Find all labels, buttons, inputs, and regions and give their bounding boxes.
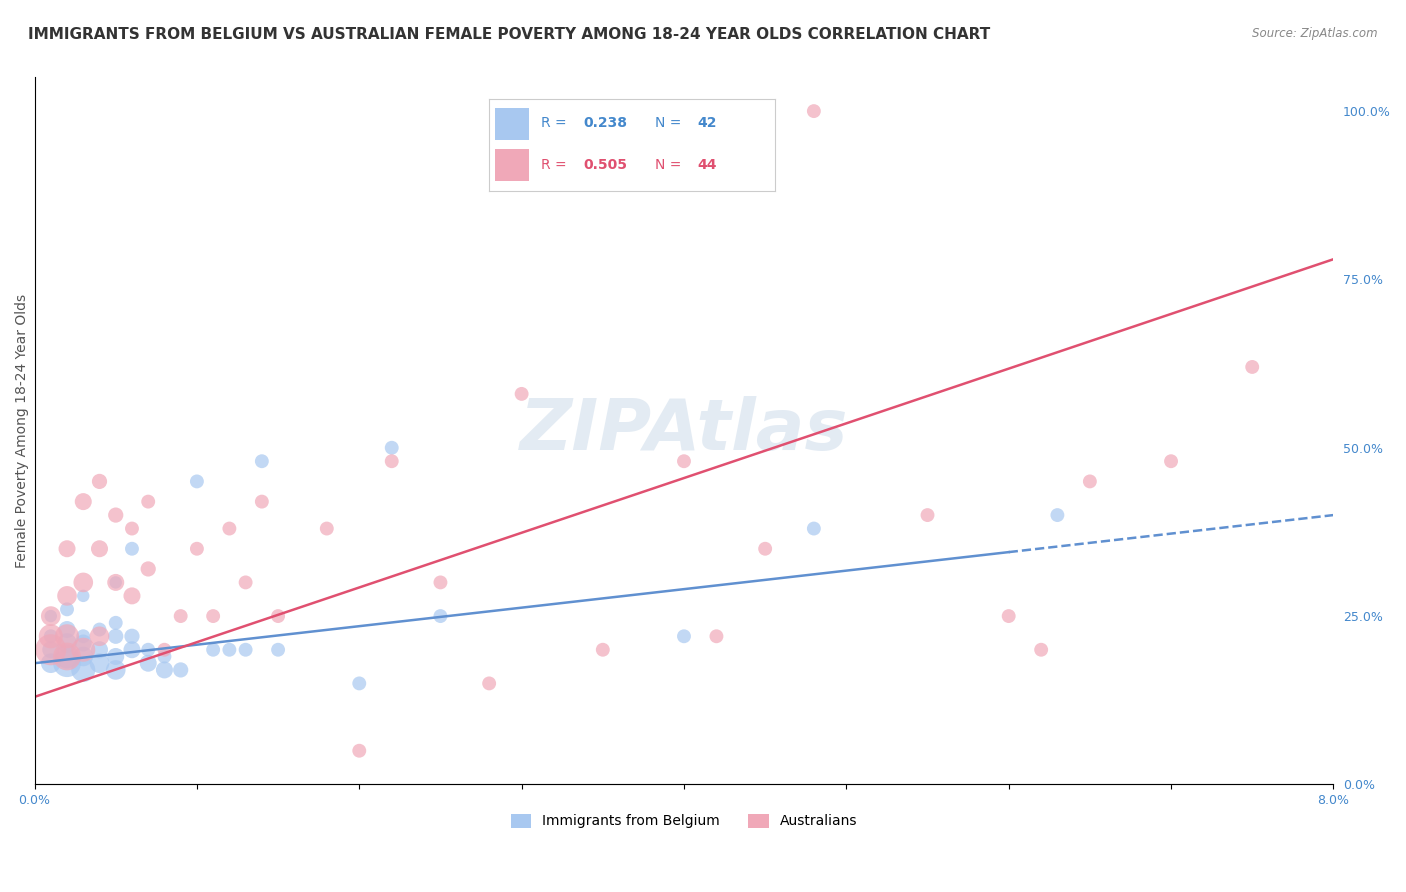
Point (72, 636, 94, 650)
Point (754, 541, 776, 556)
Point (89, 475, 111, 489)
Point (997, 609, 1019, 624)
Point (136, 562, 159, 576)
Point (56, 602, 79, 616)
Point (72, 575, 94, 590)
Point (429, 609, 451, 624)
Point (56, 649, 79, 664)
Point (89, 642, 111, 657)
Point (104, 629, 127, 643)
Point (136, 494, 159, 508)
Point (89, 623, 111, 637)
Point (89, 629, 111, 643)
Text: IMMIGRANTS FROM BELGIUM VS AUSTRALIAN FEMALE POVERTY AMONG 18-24 YEAR OLDS CORRE: IMMIGRANTS FROM BELGIUM VS AUSTRALIAN FE… (28, 27, 990, 42)
Point (1160, 454, 1182, 468)
Point (186, 475, 208, 489)
Point (153, 663, 176, 677)
Point (104, 615, 127, 630)
Point (121, 642, 143, 657)
Point (39, 629, 62, 643)
Point (186, 541, 208, 556)
Point (72, 649, 94, 664)
Point (153, 649, 176, 664)
Point (72, 629, 94, 643)
Point (803, 522, 825, 536)
Point (510, 387, 533, 401)
Point (672, 629, 695, 643)
Point (72, 642, 94, 657)
Point (104, 649, 127, 664)
Text: ZIPAtlas: ZIPAtlas (520, 396, 848, 466)
Point (89, 541, 111, 556)
Point (218, 642, 240, 657)
Point (1078, 475, 1101, 489)
Point (1046, 508, 1069, 522)
Point (56, 589, 79, 603)
Point (202, 609, 225, 624)
Point (56, 541, 79, 556)
Y-axis label: Female Poverty Among 18-24 Year Olds: Female Poverty Among 18-24 Year Olds (15, 293, 30, 568)
Point (381, 454, 404, 468)
Point (121, 589, 143, 603)
Point (39, 642, 62, 657)
Point (136, 657, 159, 671)
Point (104, 663, 127, 677)
Point (349, 676, 371, 690)
Point (72, 494, 94, 508)
Point (592, 642, 614, 657)
Point (803, 104, 825, 119)
Point (429, 575, 451, 590)
Point (104, 575, 127, 590)
Point (121, 629, 143, 643)
Point (121, 522, 143, 536)
Point (104, 508, 127, 522)
Point (235, 575, 257, 590)
Point (349, 744, 371, 758)
Point (917, 508, 939, 522)
Point (56, 636, 79, 650)
Point (381, 441, 404, 455)
Point (89, 657, 111, 671)
Point (39, 657, 62, 671)
Point (235, 642, 257, 657)
Point (56, 649, 79, 664)
Point (1241, 359, 1264, 374)
Point (267, 609, 290, 624)
Text: Source: ZipAtlas.com: Source: ZipAtlas.com (1253, 27, 1378, 40)
Point (202, 642, 225, 657)
Point (315, 522, 337, 536)
Point (170, 663, 193, 677)
Point (136, 642, 159, 657)
Point (56, 657, 79, 671)
Point (706, 629, 728, 643)
Point (39, 629, 62, 643)
Point (218, 522, 240, 536)
Legend: Immigrants from Belgium, Australians: Immigrants from Belgium, Australians (505, 808, 863, 834)
Point (267, 642, 290, 657)
Point (250, 454, 273, 468)
Point (104, 575, 127, 590)
Point (56, 623, 79, 637)
Point (170, 609, 193, 624)
Point (39, 642, 62, 657)
Point (153, 642, 176, 657)
Point (1031, 642, 1053, 657)
Point (478, 676, 501, 690)
Point (250, 494, 273, 508)
Point (121, 541, 143, 556)
Point (56, 629, 79, 643)
Point (39, 609, 62, 624)
Point (72, 589, 94, 603)
Point (39, 609, 62, 624)
Point (72, 663, 94, 677)
Point (672, 454, 695, 468)
